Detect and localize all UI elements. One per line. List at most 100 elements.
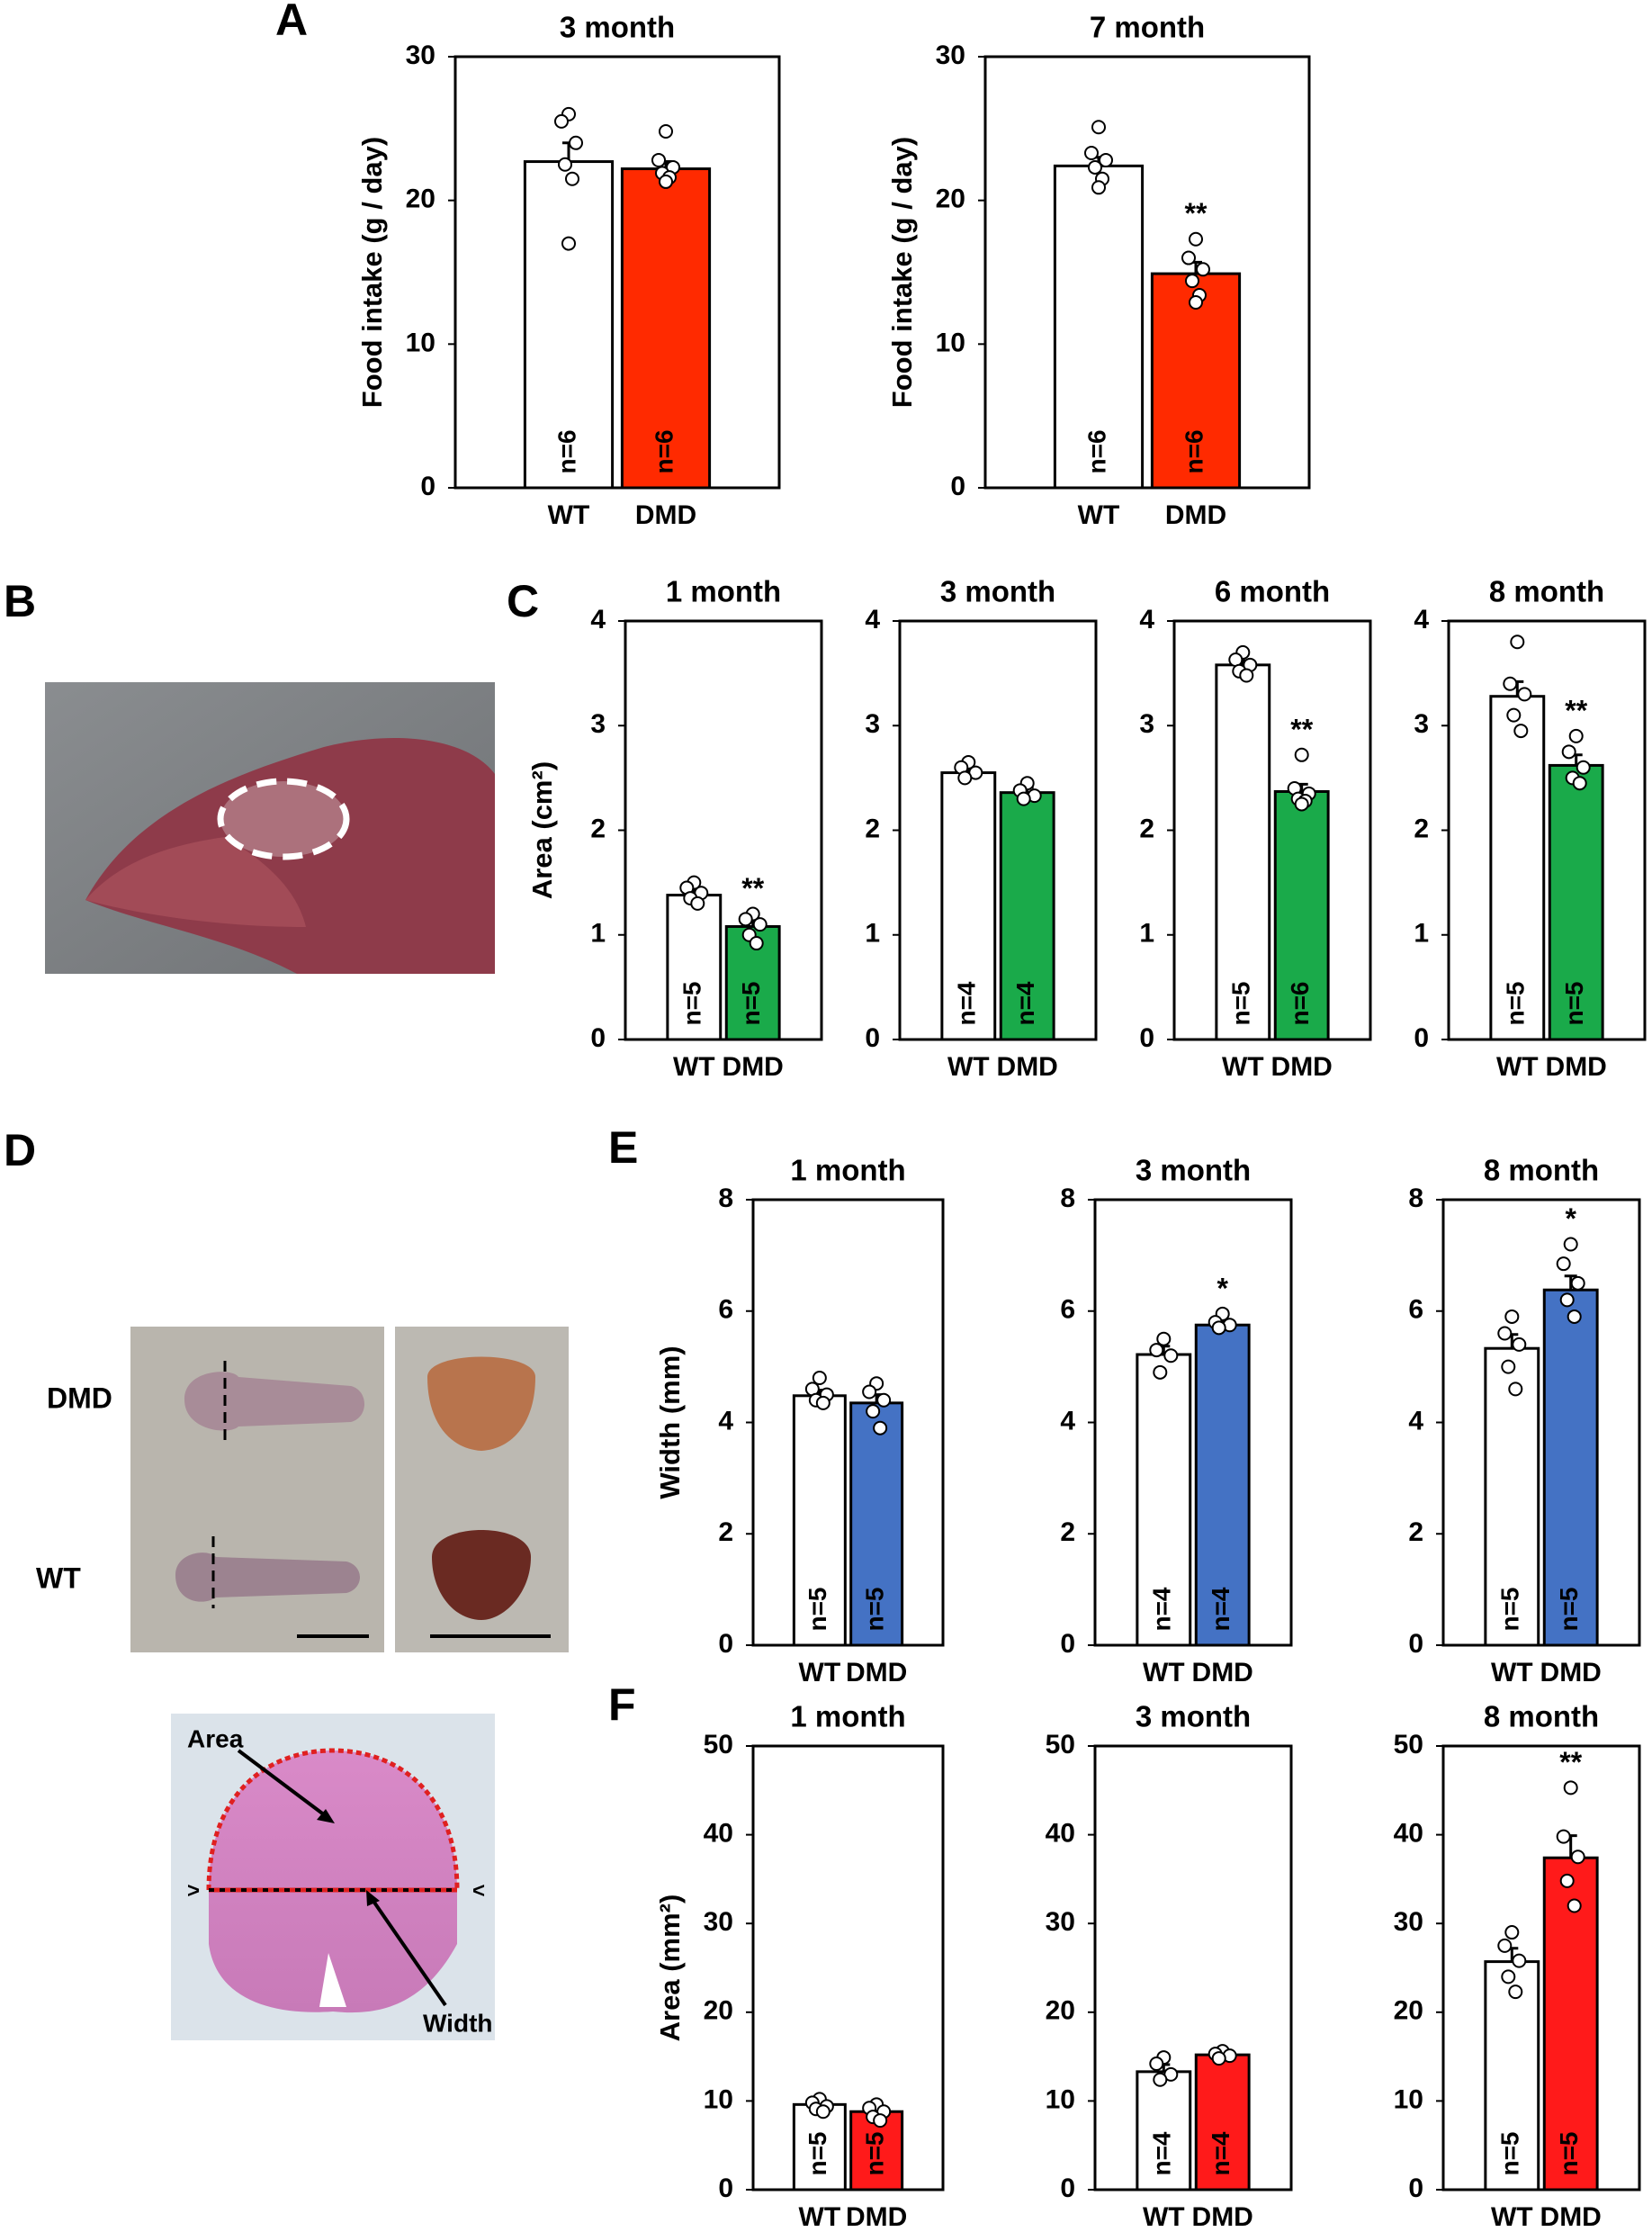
data-point — [1504, 1309, 1520, 1324]
data-point — [1091, 120, 1106, 135]
data-point — [659, 174, 673, 189]
plot-frame — [751, 1198, 945, 1647]
data-point — [1568, 728, 1584, 743]
y-tick-label: 20 — [704, 1996, 733, 2026]
n-label: n=5 — [1227, 981, 1255, 1025]
x-tick-label: DMD — [1192, 2202, 1253, 2232]
y-tick-label: 6 — [1060, 1295, 1075, 1325]
y-tick-label: 1 — [865, 919, 880, 949]
svg-text:>: > — [187, 1878, 200, 1903]
x-tick-label: WT — [1496, 1052, 1539, 1082]
data-point — [565, 171, 579, 186]
data-point — [957, 770, 973, 786]
n-label: n=5 — [1496, 1587, 1524, 1631]
chart-title: 3 month — [560, 11, 675, 44]
y-tick-label: 0 — [590, 1023, 606, 1053]
significance-label: * — [1217, 1272, 1228, 1304]
x-tick-label: WT — [548, 500, 590, 530]
y-tick-label: 20 — [1046, 1996, 1075, 2026]
n-label: n=6 — [1180, 429, 1208, 473]
y-tick-label: 8 — [1060, 1184, 1075, 1213]
plot-frame — [898, 619, 1098, 1041]
y-tick-label: 40 — [704, 1819, 733, 1849]
histology: > < Area Width — [171, 1714, 495, 2040]
photo-label: Width — [423, 2009, 493, 2037]
plot-frame — [1172, 619, 1372, 1041]
bar — [1136, 1353, 1192, 1647]
svg-text:<: < — [472, 1878, 485, 1903]
data-point — [1181, 250, 1196, 266]
data-point — [1149, 1343, 1164, 1358]
y-tick-label: 4 — [1414, 605, 1429, 634]
y-tick-label: 4 — [865, 605, 880, 634]
data-point — [1501, 1969, 1516, 1984]
y-tick-label: 4 — [1408, 1406, 1423, 1436]
data-point — [1294, 747, 1309, 762]
y-tick-label: 2 — [865, 814, 880, 843]
y-tick-label: 3 — [1414, 709, 1429, 739]
panel-letter: C — [507, 576, 539, 626]
x-tick-label: DMD — [635, 500, 696, 530]
x-tick-label: DMD — [1271, 1052, 1333, 1082]
data-point — [752, 917, 768, 932]
data-point — [873, 2113, 888, 2128]
bar — [1542, 1288, 1599, 1647]
data-point — [1506, 707, 1522, 723]
data-point — [1556, 1256, 1571, 1272]
y-axis-label: Food intake (g / day) — [356, 137, 388, 408]
n-label: n=6 — [1082, 429, 1110, 473]
x-tick-label: WT — [1491, 1658, 1533, 1688]
x-tick-label: DMD — [846, 1658, 907, 1688]
n-label: n=5 — [737, 981, 765, 1025]
bar-chart: 3 month 0 1 2 3 4 WT n=4 DMD n=4 — [865, 575, 1098, 1082]
data-point — [876, 1392, 892, 1408]
panel-letter: F — [608, 1679, 636, 1730]
data-point — [1211, 1320, 1226, 1336]
n-label: n=4 — [1207, 2131, 1235, 2175]
y-axis-label: Width (mm) — [654, 1346, 686, 1498]
data-point — [1559, 1873, 1575, 1888]
data-point — [1149, 2056, 1164, 2071]
data-point — [1570, 1850, 1585, 1865]
y-tick-label: 20 — [406, 184, 435, 214]
data-point — [1196, 262, 1210, 277]
y-tick-label: 10 — [406, 328, 435, 357]
data-point — [569, 135, 583, 150]
data-point — [1561, 744, 1576, 760]
y-tick-label: 10 — [704, 2084, 733, 2114]
y-tick-label: 0 — [420, 472, 435, 501]
y-tick-label: 30 — [1046, 1907, 1075, 1937]
data-point — [862, 1384, 877, 1400]
x-tick-label: WT — [799, 2202, 841, 2232]
y-tick-label: 40 — [1046, 1819, 1075, 1849]
bar — [1053, 164, 1145, 490]
y-tick-label: 0 — [718, 2174, 733, 2203]
photo-d: DMD WT — [36, 1327, 569, 1652]
bar-chart: 7 month Food intake (g / day) 0 10 20 30 WT n=6… — [886, 11, 1311, 530]
bar — [999, 791, 1055, 1041]
data-point — [1497, 1326, 1513, 1341]
data-point — [1153, 2072, 1168, 2087]
data-point — [1556, 1829, 1571, 1844]
data-point — [1156, 1331, 1172, 1346]
y-tick-label: 8 — [1408, 1184, 1423, 1213]
n-label: n=5 — [1560, 981, 1588, 1025]
plot-frame — [624, 619, 823, 1041]
panel-letter: E — [608, 1122, 638, 1173]
y-axis-label: Area (cm²) — [526, 761, 558, 899]
x-tick-label: DMD — [1540, 2202, 1602, 2232]
plot-frame — [453, 55, 781, 490]
significance-label: ** — [741, 872, 764, 904]
significance-label: ** — [1290, 713, 1313, 745]
n-label: n=4 — [1148, 1587, 1176, 1631]
bar-chart: 1 month Area (cm²) 0 1 2 3 4 WT n=5 DMD n=5 ** — [526, 575, 823, 1082]
data-point — [1016, 791, 1031, 806]
n-label: n=5 — [1502, 981, 1530, 1025]
y-tick-label: 0 — [1408, 1629, 1423, 1659]
data-point — [1088, 159, 1102, 175]
data-point — [1091, 180, 1106, 195]
y-tick-label: 3 — [1139, 709, 1154, 739]
chart-title: 3 month — [1136, 1700, 1251, 1733]
data-point — [1163, 1348, 1179, 1364]
